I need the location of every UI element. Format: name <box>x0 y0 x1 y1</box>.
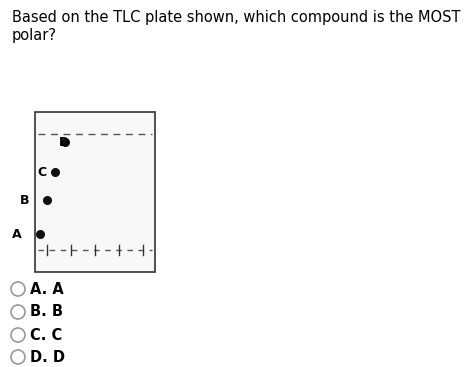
Text: A. A: A. A <box>30 281 64 297</box>
Text: B: B <box>19 193 29 207</box>
Bar <box>35 112 155 272</box>
Text: Based on the TLC plate shown, which compound is the MOST: Based on the TLC plate shown, which comp… <box>12 10 461 25</box>
Text: C: C <box>38 166 47 178</box>
Text: D: D <box>59 135 69 149</box>
Text: polar?: polar? <box>12 28 57 43</box>
Text: B. B: B. B <box>30 305 63 320</box>
Text: A: A <box>12 228 22 240</box>
Text: C. C: C. C <box>30 327 62 342</box>
Text: D. D: D. D <box>30 349 65 364</box>
